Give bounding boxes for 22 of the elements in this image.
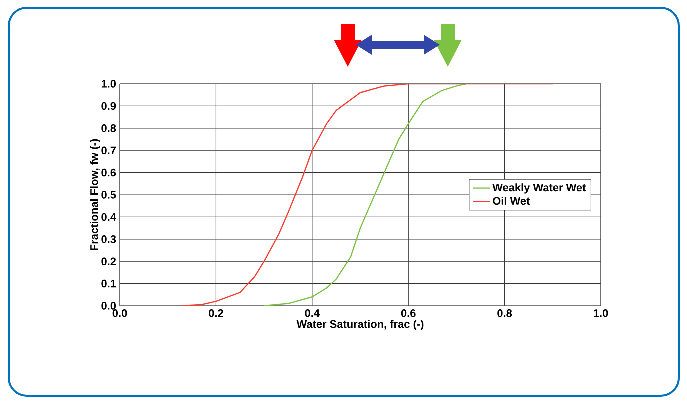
legend-label: Oil Wet bbox=[493, 196, 530, 206]
legend-label: Weakly Water Wet bbox=[492, 184, 586, 194]
x-tick-label: 0.6 bbox=[401, 310, 416, 318]
line-series bbox=[264, 84, 467, 306]
y-tick-label: 0.0 bbox=[102, 302, 116, 310]
y-tick-label: 1.0 bbox=[102, 80, 116, 88]
y-axis-title: Fractional Flow, fw (-) bbox=[90, 139, 100, 250]
y-tick-label: 0.7 bbox=[102, 146, 116, 154]
y-tick-label: 0.1 bbox=[102, 280, 116, 288]
x-axis-title: Water Saturation, frac (-) bbox=[296, 320, 424, 330]
y-tick-label: 0.2 bbox=[102, 258, 116, 266]
x-tick-label: 0.8 bbox=[498, 310, 512, 318]
y-tick-label: 0.4 bbox=[102, 213, 116, 222]
x-tick-label: 0.0 bbox=[112, 310, 128, 318]
x-tick-label: 0.4 bbox=[305, 310, 320, 318]
y-tick-label: 0.8 bbox=[102, 124, 116, 132]
y-tick-label: 0.9 bbox=[102, 102, 116, 110]
y-tick-label: 0.6 bbox=[102, 168, 116, 177]
y-tick-label: 0.3 bbox=[102, 236, 116, 244]
y-tick-label: 0.5 bbox=[102, 191, 116, 199]
x-tick-label: 0.2 bbox=[209, 310, 224, 318]
x-tick-label: 1.0 bbox=[594, 310, 608, 318]
